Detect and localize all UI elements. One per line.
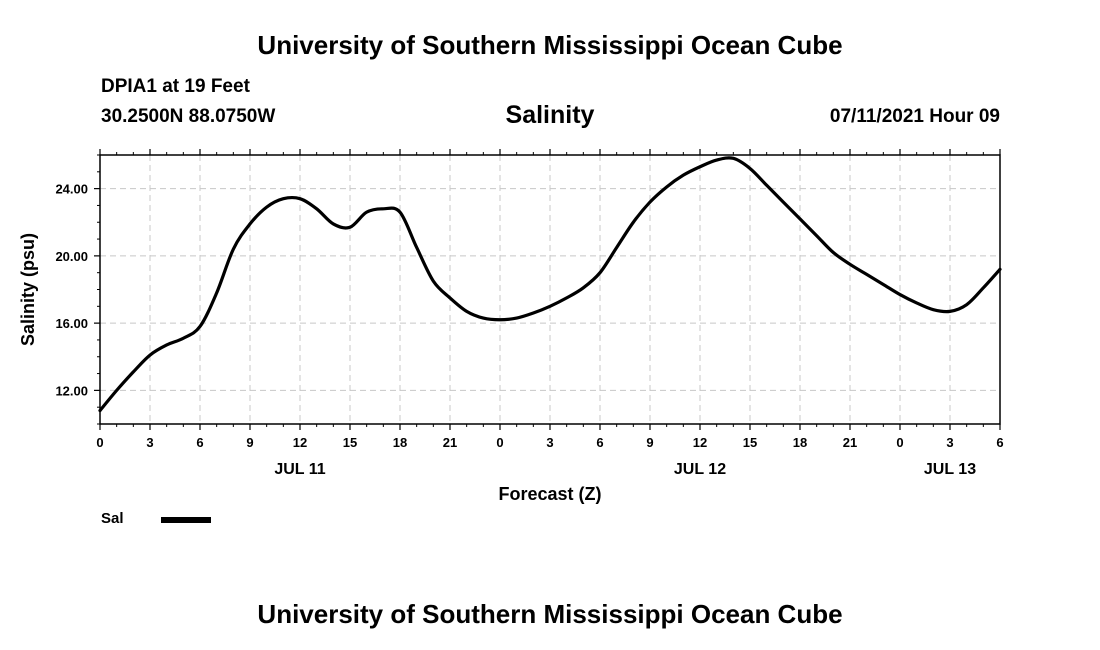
x-tick-label: 18 [793, 435, 807, 450]
plot-frame [99, 154, 1001, 425]
salinity-series-line [98, 156, 1002, 413]
station-label: DPIA1 at 19 Feet [101, 76, 250, 97]
series-layer [98, 156, 1002, 413]
x-tick-label: 9 [246, 435, 253, 450]
chart-title: Salinity [505, 101, 595, 129]
y-tick-label: 16.00 [55, 316, 88, 331]
x-tick-label: 15 [343, 435, 357, 450]
x-tick-label: 6 [996, 435, 1003, 450]
x-tick-label: 3 [146, 435, 153, 450]
labels-layer: 0 3 6 9 12 15 18 21 0 3 6 9 12 15 18 21 0 3 6 JUL 11 JUL 12 J… [55, 182, 1003, 478]
x-tick-label: 15 [743, 435, 757, 450]
x-tick-label: 0 [496, 435, 503, 450]
legend-line-swatch [161, 517, 211, 523]
date-label: JUL 12 [674, 461, 726, 478]
legend-label: Sal [101, 510, 124, 527]
x-tick-label: 0 [896, 435, 903, 450]
x-tick-label: 6 [596, 435, 603, 450]
x-tick-label: 18 [393, 435, 407, 450]
x-axis-label: Forecast (Z) [498, 484, 601, 504]
ticks-layer [94, 149, 1001, 430]
x-tick-label: 6 [196, 435, 203, 450]
x-tick-label: 0 [96, 435, 103, 450]
x-tick-label: 12 [293, 435, 307, 450]
y-tick-label: 20.00 [55, 249, 88, 264]
x-tick-label: 21 [443, 435, 457, 450]
y-axis-label: Salinity (psu) [18, 233, 38, 346]
x-tick-label: 21 [843, 435, 857, 450]
x-tick-label: 12 [693, 435, 707, 450]
page-title: University of Southern Mississippi Ocean… [257, 30, 843, 60]
date-label: JUL 13 [924, 461, 976, 478]
x-tick-label: 9 [646, 435, 653, 450]
y-tick-label: 24.00 [55, 182, 88, 197]
timestamp-label: 07/11/2021 Hour 09 [829, 106, 1000, 127]
x-tick-label: 3 [946, 435, 953, 450]
y-tick-label: 12.00 [55, 383, 88, 398]
date-label: JUL 11 [274, 461, 325, 478]
grid-layer [100, 155, 1000, 424]
coordinates-label: 30.2500N 88.0750W [101, 106, 276, 127]
x-tick-label: 3 [546, 435, 553, 450]
footer-title: University of Southern Mississippi Ocean… [257, 599, 843, 629]
